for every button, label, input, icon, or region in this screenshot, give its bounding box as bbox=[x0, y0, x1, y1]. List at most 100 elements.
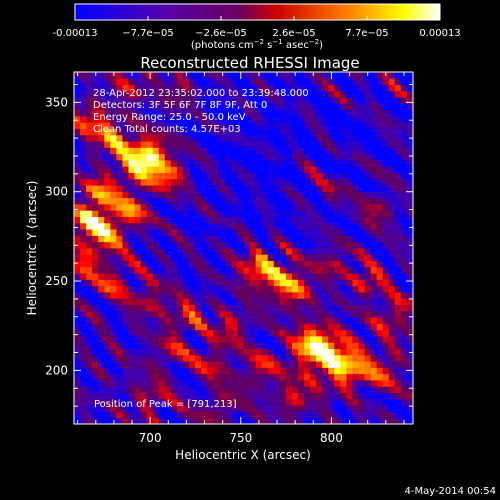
heatmap-cell bbox=[291, 367, 299, 375]
heatmap-cell bbox=[406, 304, 413, 312]
heatmap-cell bbox=[116, 323, 123, 331]
heatmap-cell bbox=[388, 260, 396, 268]
heatmap-cell bbox=[231, 235, 238, 243]
heatmap-cell bbox=[376, 153, 384, 161]
heatmap-cell bbox=[267, 285, 275, 293]
heatmap-cell bbox=[219, 411, 226, 419]
heatmap-cell bbox=[394, 367, 402, 375]
heatmap-cell bbox=[297, 72, 305, 79]
heatmap-cell bbox=[110, 292, 117, 299]
heatmap-cell bbox=[98, 147, 105, 155]
heatmap-cell bbox=[297, 122, 305, 129]
heatmap-cell bbox=[237, 304, 244, 312]
heatmap-cell bbox=[140, 354, 148, 362]
heatmap-cell bbox=[382, 367, 390, 375]
heatmap-cell bbox=[334, 411, 341, 419]
heatmap-cell bbox=[152, 116, 160, 123]
heatmap-cell bbox=[304, 386, 311, 393]
heatmap-cell bbox=[291, 147, 299, 155]
heatmap-cell bbox=[370, 210, 378, 217]
heatmap-cell bbox=[388, 109, 396, 117]
heatmap-cell bbox=[213, 298, 220, 305]
heatmap-cell bbox=[304, 304, 311, 312]
heatmap-cell bbox=[237, 78, 244, 85]
heatmap-cell bbox=[249, 304, 256, 312]
heatmap-cell bbox=[243, 222, 250, 230]
heatmap-cell bbox=[394, 197, 402, 205]
heatmap-cell bbox=[297, 411, 305, 419]
heatmap-cell bbox=[322, 298, 329, 305]
heatmap-cell bbox=[310, 210, 317, 217]
heatmap-cell bbox=[334, 285, 341, 293]
heatmap-cell bbox=[152, 191, 160, 199]
heatmap-cell bbox=[394, 216, 402, 224]
heatmap-cell bbox=[189, 317, 196, 324]
heatmap-cell bbox=[304, 323, 311, 331]
heatmap-cell bbox=[170, 172, 178, 180]
heatmap-cell bbox=[116, 172, 123, 180]
heatmap-cell bbox=[267, 147, 275, 155]
heatmap-cell bbox=[134, 323, 141, 331]
heatmap-cell bbox=[243, 210, 250, 217]
heatmap-cell bbox=[261, 279, 269, 287]
heatmap-cell bbox=[201, 405, 208, 412]
heatmap-cell bbox=[225, 204, 232, 211]
heatmap-cell bbox=[261, 336, 269, 343]
heatmap-cell bbox=[128, 216, 135, 224]
heatmap-cell bbox=[316, 216, 323, 224]
heatmap-cell bbox=[158, 310, 166, 318]
heatmap-cell bbox=[358, 78, 365, 85]
heatmap-cell bbox=[304, 361, 311, 368]
heatmap-cell bbox=[322, 285, 329, 293]
heatmap-cell bbox=[116, 210, 123, 217]
heatmap-cell bbox=[388, 329, 396, 337]
heatmap-cell bbox=[140, 78, 148, 85]
heatmap-cell bbox=[176, 348, 184, 356]
heatmap-cell bbox=[243, 348, 250, 356]
heatmap-cell bbox=[195, 210, 202, 217]
heatmap-cell bbox=[322, 166, 329, 173]
heatmap-cell bbox=[170, 210, 178, 217]
heatmap-cell bbox=[352, 90, 359, 98]
heatmap-cell bbox=[237, 336, 244, 343]
heatmap-cell bbox=[261, 166, 269, 173]
heatmap-cell bbox=[382, 380, 390, 387]
heatmap-cell bbox=[104, 354, 111, 362]
heatmap-cell bbox=[195, 292, 202, 299]
heatmap-cell bbox=[189, 191, 196, 199]
heatmap-cell bbox=[182, 348, 190, 356]
heatmap-cell bbox=[86, 166, 93, 173]
heatmap-cell bbox=[128, 160, 135, 167]
heatmap-cell bbox=[249, 109, 256, 117]
heatmap-cell bbox=[176, 304, 184, 312]
heatmap-cell bbox=[346, 134, 353, 142]
heatmap-cell bbox=[340, 373, 347, 381]
heatmap-cell bbox=[316, 336, 323, 343]
heatmap-cell bbox=[98, 97, 105, 104]
heatmap-cell bbox=[273, 248, 281, 255]
heatmap-cell bbox=[225, 336, 232, 343]
heatmap-cell bbox=[370, 160, 378, 167]
heatmap-cell bbox=[207, 273, 214, 280]
heatmap-cell bbox=[201, 260, 208, 268]
heatmap-cell bbox=[285, 97, 293, 104]
colorbar bbox=[74, 3, 441, 21]
heatmap-cell bbox=[291, 310, 299, 318]
heatmap-cell bbox=[170, 191, 178, 199]
x-axis-label: Heliocentric X (arcsec) bbox=[175, 448, 311, 462]
heatmap-cell bbox=[231, 103, 238, 111]
heatmap-cell bbox=[225, 185, 232, 192]
heatmap-cell bbox=[92, 285, 99, 293]
heatmap-cell bbox=[255, 254, 263, 261]
heatmap-cell bbox=[376, 329, 384, 337]
heatmap-cell bbox=[400, 266, 408, 274]
heatmap-cell bbox=[237, 266, 244, 274]
heatmap-cell bbox=[249, 72, 256, 79]
heatmap-cell bbox=[225, 392, 232, 400]
heatmap-cell bbox=[195, 417, 202, 424]
heatmap-cell bbox=[382, 197, 390, 205]
heatmap-cell bbox=[291, 317, 299, 324]
heatmap-cell bbox=[116, 229, 123, 236]
heatmap-cell bbox=[285, 166, 293, 173]
heatmap-cell bbox=[304, 285, 311, 293]
